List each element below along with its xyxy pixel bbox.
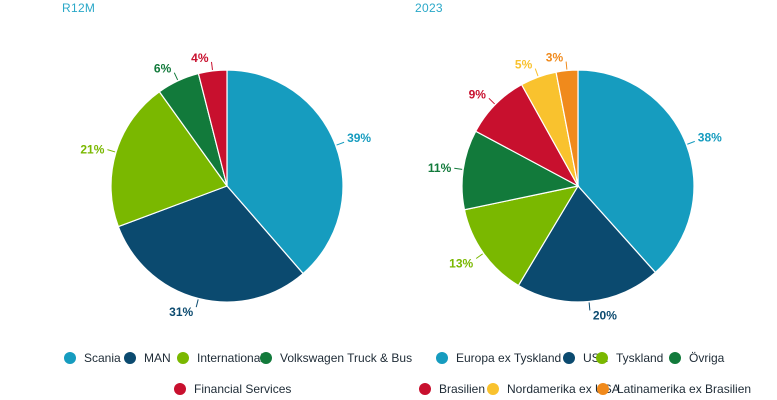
data-label: 5% [515, 58, 533, 72]
leader-line [173, 72, 179, 81]
leader-line [336, 141, 345, 146]
data-label: 11% [428, 161, 452, 175]
legend-item-volkswagen-truck-bus: Volkswagen Truck & Bus [260, 351, 412, 365]
legend-marker [436, 352, 448, 364]
pie-slice-latinamerika-ex-brasilien [555, 69, 579, 187]
legend-item-brasilien: Brasilien [419, 382, 485, 396]
legend-marker [487, 383, 499, 395]
legend-marker [597, 383, 609, 395]
chart-title: R12M [62, 1, 95, 15]
legend-marker [124, 352, 136, 364]
legend-label: Brasilien [439, 382, 485, 396]
legend-label: International [197, 351, 263, 365]
legend-label: Europa ex Tyskland [456, 351, 561, 365]
leader-line [195, 299, 199, 308]
legend-item-europa-ex-tyskland: Europa ex Tyskland [436, 351, 561, 365]
legend-label: Latinamerika ex Brasilien [617, 382, 751, 396]
legend-item-latinamerika-ex-brasilien: Latinamerika ex Brasilien [597, 382, 751, 396]
pie-slice-ovriga [461, 130, 580, 211]
legend-marker [64, 352, 76, 364]
legend: Scania MAN International Volkswagen Truck &… [64, 351, 412, 396]
legend-marker [260, 352, 272, 364]
pie-chart-1: R12M 39% 31% 21% 6% 4% Scania MAN International V… [62, 1, 412, 396]
data-label: 4% [191, 51, 209, 65]
legend-item-financial-services: Financial Services [174, 382, 291, 396]
pie-slice-man [117, 185, 304, 303]
leader-line [565, 61, 568, 70]
legend-marker [669, 352, 681, 364]
data-label: 3% [546, 51, 564, 65]
leader-line [588, 302, 591, 311]
data-label: 20% [593, 308, 617, 322]
leader-line [107, 149, 116, 153]
legend-label: Financial Services [194, 382, 291, 396]
legend-marker [177, 352, 189, 364]
leader-line [534, 68, 539, 77]
pie-slice-scania [226, 69, 344, 275]
leader-line [454, 167, 463, 170]
legend-marker [174, 383, 186, 395]
data-label: 31% [169, 305, 193, 319]
pie-slice-financial-services [197, 69, 228, 187]
legend-item-international: International [177, 351, 263, 365]
pie-slice-tyskland [463, 185, 580, 287]
pie-chart-2: 2023 38% 20% 13% 11% 9% 5% 3% Europa ex Tyskland… [415, 1, 751, 396]
pie-slice-international [110, 90, 228, 228]
data-label: 9% [469, 87, 487, 101]
legend-label: Volkswagen Truck & Bus [280, 351, 412, 365]
legend-marker [419, 383, 431, 395]
leader-line [210, 61, 213, 70]
data-label: 6% [154, 62, 172, 76]
legend-label: Scania [84, 351, 121, 365]
legend-label: Övriga [689, 351, 725, 365]
data-label: 21% [80, 143, 104, 157]
legend-marker [596, 352, 608, 364]
leader-line [687, 140, 695, 145]
legend-item-man: MAN [124, 351, 171, 365]
legend: Europa ex Tyskland USA Tyskland ÖvrigaBrasi… [419, 351, 751, 396]
leader-line [475, 253, 483, 259]
legend-item-scania: Scania [64, 351, 121, 365]
legend-label: MAN [144, 351, 171, 365]
legend-marker [563, 352, 575, 364]
legend-label: Nordamerika ex USA [507, 382, 620, 396]
data-label: 13% [449, 257, 473, 271]
data-label: 39% [347, 131, 371, 145]
pie-slice-europa-ex-tyskland [577, 69, 695, 274]
data-label: 38% [698, 130, 722, 144]
leader-line [488, 97, 495, 105]
pie-slice-usa [517, 184, 657, 303]
legend-item-tyskland: Tyskland [596, 351, 663, 365]
legend-item-nordamerika-ex-usa: Nordamerika ex USA [487, 382, 620, 396]
legend-item-ovriga: Övriga [669, 351, 725, 365]
chart-title: 2023 [415, 1, 443, 15]
legend-label: Tyskland [616, 351, 663, 365]
